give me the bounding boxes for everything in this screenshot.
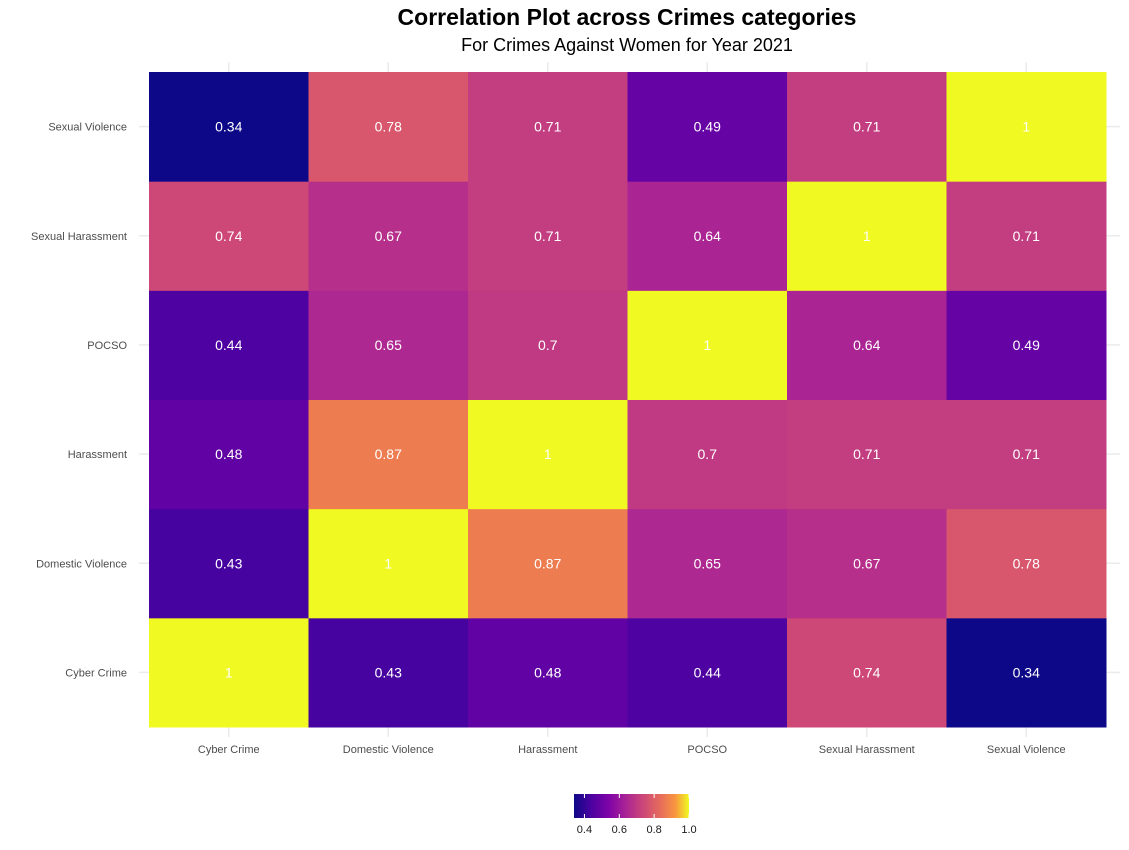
heatmap-cell — [627, 181, 788, 291]
heatmap-cell — [946, 72, 1107, 182]
cell-value-label: 0.71 — [853, 446, 880, 462]
heatmap-cell — [627, 508, 788, 619]
cell-value-label: 0.74 — [215, 228, 242, 244]
cell-value-label: 0.71 — [853, 119, 880, 135]
y-tick-label: Sexual Violence — [48, 122, 127, 134]
cell-value-label: 1 — [384, 555, 392, 571]
cell-value-label: 0.67 — [853, 555, 880, 571]
cell-value-label: 0.49 — [694, 119, 721, 135]
cell-value-label: 0.78 — [375, 119, 402, 135]
heatmap-cell — [308, 508, 469, 619]
heatmap-cell — [627, 617, 788, 728]
heatmap-cell — [787, 181, 947, 291]
cell-value-label: 0.64 — [694, 228, 721, 244]
chart-subtitle: For Crimes Against Women for Year 2021 — [461, 35, 793, 55]
heatmap-cell — [149, 181, 309, 291]
legend-tick-label: 0.8 — [647, 824, 662, 836]
cell-value-label: 1 — [225, 664, 233, 680]
legend-tick-label: 0.6 — [612, 824, 627, 836]
heatmap-cell — [627, 290, 788, 400]
heatmap-cell — [149, 290, 309, 400]
cell-value-label: 0.44 — [694, 664, 721, 680]
cell-value-label: 0.71 — [534, 228, 561, 244]
heatmap-cell — [787, 399, 947, 510]
cell-value-label: 0.74 — [853, 664, 880, 680]
heatmap-cell — [468, 508, 628, 619]
x-tick-label: Harassment — [518, 744, 577, 756]
cell-value-label: 0.71 — [1013, 228, 1040, 244]
heatmap-cell — [149, 508, 309, 619]
cell-value-label: 0.44 — [215, 337, 242, 353]
cell-value-label: 0.67 — [375, 228, 402, 244]
chart-title: Correlation Plot across Crimes categorie… — [397, 4, 857, 30]
axis-tick-labels: Cyber Crime Domestic Violence Harassment PO… — [31, 122, 1066, 756]
heatmap-cell — [308, 72, 469, 182]
cell-labels: 1 0.43 0.48 0.44 0.74 0.34 0.43 1 0.87 0.65 0.67 0.… — [215, 119, 1040, 681]
cell-value-label: 1 — [1022, 119, 1030, 135]
heatmap-cell — [468, 399, 628, 510]
heatmap-cell — [946, 617, 1107, 728]
cell-value-label: 0.34 — [215, 119, 242, 135]
cell-value-label: 0.7 — [538, 337, 558, 353]
cell-value-label: 0.65 — [375, 337, 402, 353]
cell-value-label: 1 — [544, 446, 552, 462]
cell-value-label: 0.64 — [853, 337, 880, 353]
heatmap-cell — [627, 399, 788, 510]
cell-value-label: 1 — [703, 337, 711, 353]
x-tick-label: Cyber Crime — [198, 744, 260, 756]
cell-value-label: 1 — [863, 228, 871, 244]
cell-value-label: 0.65 — [694, 555, 721, 571]
heatmap-cell — [468, 181, 628, 291]
y-tick-label: Cyber Crime — [65, 667, 127, 679]
y-tick-label: Harassment — [68, 449, 127, 461]
heatmap-cell — [787, 290, 947, 400]
x-tick-label: Domestic Violence — [343, 744, 434, 756]
cell-value-label: 0.48 — [215, 446, 242, 462]
legend-colorbar — [574, 794, 689, 818]
heatmap-cell — [149, 72, 309, 182]
cell-value-label: 0.87 — [534, 555, 561, 571]
heatmap-cell — [787, 617, 947, 728]
heatmap-cell — [468, 290, 628, 400]
cell-value-label: 0.87 — [375, 446, 402, 462]
heatmap-cell — [308, 399, 469, 510]
heatmap-cell — [468, 72, 628, 182]
cell-value-label: 0.78 — [1013, 555, 1040, 571]
color-legend: 0.4 0.6 0.8 1.0 — [574, 794, 697, 836]
cell-value-label: 0.7 — [698, 446, 718, 462]
heatmap-cell — [149, 399, 309, 510]
cell-value-label: 0.43 — [215, 555, 242, 571]
cell-value-label: 0.34 — [1013, 664, 1040, 680]
cell-value-label: 0.48 — [534, 664, 561, 680]
heatmap-cell — [468, 617, 628, 728]
heatmap-cell — [946, 290, 1107, 400]
heatmap-cell — [946, 181, 1107, 291]
cell-value-label: 0.43 — [375, 664, 402, 680]
heatmap-cell — [946, 399, 1107, 510]
heatmap-cell — [787, 508, 947, 619]
x-tick-label: Sexual Violence — [987, 744, 1066, 756]
legend-tick-label: 0.4 — [577, 824, 592, 836]
heatmap-cell — [149, 617, 309, 728]
x-tick-label: POCSO — [687, 744, 727, 756]
heatmap-cell — [787, 72, 947, 182]
heatmap-cells — [149, 72, 1107, 728]
cell-value-label: 0.71 — [534, 119, 561, 135]
heatmap-cell — [627, 72, 788, 182]
heatmap-cell — [308, 617, 469, 728]
y-tick-label: Sexual Harassment — [31, 231, 127, 243]
heatmap-cell — [308, 181, 469, 291]
legend-tick-label: 1.0 — [681, 824, 696, 836]
y-tick-label: Domestic Violence — [36, 558, 127, 570]
x-tick-label: Sexual Harassment — [819, 744, 915, 756]
cell-value-label: 0.71 — [1013, 446, 1040, 462]
y-tick-label: POCSO — [87, 340, 127, 352]
heatmap-cell — [308, 290, 469, 400]
heatmap-cell — [946, 508, 1107, 619]
cell-value-label: 0.49 — [1013, 337, 1040, 353]
